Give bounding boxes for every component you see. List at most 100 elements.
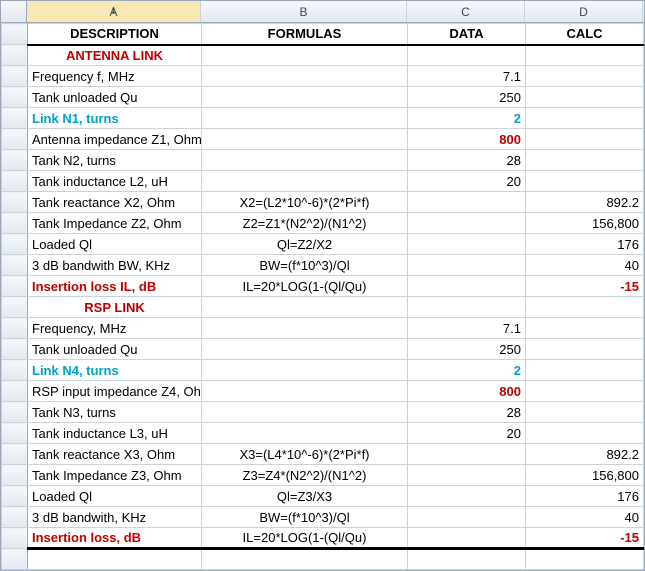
cell-calc[interactable] [526,150,644,171]
cell-formula[interactable]: Z3=Z4*(N2^2)/(N1^2) [202,465,408,486]
row-header[interactable] [2,66,28,87]
cell-desc[interactable]: Frequency f, MHz [28,66,202,87]
cell-desc[interactable]: Tank inductance L3, uH [28,423,202,444]
cell-calc[interactable]: 176 [526,486,644,507]
cell-desc[interactable]: 3 dB bandwith BW, KHz [28,255,202,276]
row-header[interactable] [2,276,28,297]
cell-data[interactable]: 250 [408,339,526,360]
cell-calc[interactable] [526,171,644,192]
cell-data[interactable] [408,486,526,507]
cell-data[interactable]: 7.1 [408,318,526,339]
cell-data[interactable]: 800 [408,129,526,150]
row-header[interactable] [2,318,28,339]
row-header[interactable] [2,129,28,150]
row-header[interactable] [2,108,28,129]
cell-calc[interactable] [526,402,644,423]
cell-desc[interactable]: Insertion loss IL, dB [28,276,202,297]
cell-formula[interactable] [202,339,408,360]
cell-formula[interactable]: Z2=Z1*(N2^2)/(N1^2) [202,213,408,234]
section-rsp[interactable]: RSP LINK [28,297,202,318]
cell-calc[interactable]: -15 [526,276,644,297]
section-antenna[interactable]: ANTENNA LINK [28,45,202,66]
cell-calc[interactable] [526,129,644,150]
cell-desc[interactable]: Tank reactance X3, Ohm [28,444,202,465]
cell-desc[interactable]: Antenna impedance Z1, Ohm [28,129,202,150]
cell[interactable] [202,45,408,66]
cell[interactable] [408,45,526,66]
cell-data[interactable]: 2 [408,108,526,129]
cell-desc[interactable]: Tank reactance X2, Ohm [28,192,202,213]
cell-calc[interactable] [526,381,644,402]
cell-formula[interactable] [202,129,408,150]
cell-data[interactable] [408,255,526,276]
row-header[interactable] [2,24,28,45]
col-header-d[interactable]: D [525,1,643,22]
row-header[interactable] [2,381,28,402]
row-header[interactable] [2,87,28,108]
cell-calc[interactable]: 156,800 [526,465,644,486]
cell-data[interactable] [408,276,526,297]
cell-formula[interactable] [202,381,408,402]
cell-formula[interactable] [202,108,408,129]
col-header-a[interactable]: ↓ A [27,1,201,22]
cell-data[interactable] [408,213,526,234]
cell-desc[interactable]: Tank inductance L2, uH [28,171,202,192]
row-header[interactable] [2,528,28,549]
cell-data[interactable] [408,192,526,213]
cell-calc[interactable]: 892.2 [526,444,644,465]
row-header[interactable] [2,486,28,507]
cell-desc[interactable]: Tank unloaded Qu [28,339,202,360]
cell-desc[interactable]: Link N1, turns [28,108,202,129]
cell[interactable] [408,297,526,318]
select-all-corner[interactable] [1,1,27,22]
row-header[interactable] [2,465,28,486]
cell-desc[interactable]: Tank Impedance Z3, Ohm [28,465,202,486]
cell-calc[interactable]: 176 [526,234,644,255]
cell-calc[interactable] [526,423,644,444]
hdr-formulas[interactable]: FORMULAS [202,24,408,45]
hdr-data[interactable]: DATA [408,24,526,45]
cell-calc[interactable] [526,318,644,339]
cell-calc[interactable]: 40 [526,255,644,276]
cell-calc[interactable]: 892.2 [526,192,644,213]
row-header[interactable] [2,150,28,171]
cell-desc[interactable]: RSP input impedance Z4, Ohm [28,381,202,402]
cell-calc[interactable] [526,66,644,87]
cell-data[interactable]: 28 [408,150,526,171]
hdr-calc[interactable]: CALC [526,24,644,45]
cell-calc[interactable]: 156,800 [526,213,644,234]
cell-data[interactable] [408,234,526,255]
cell-formula[interactable] [202,87,408,108]
cell-formula[interactable] [202,423,408,444]
cell[interactable] [526,297,644,318]
cell-data[interactable]: 28 [408,402,526,423]
cell-calc[interactable] [526,108,644,129]
row-header[interactable] [2,234,28,255]
cell-calc[interactable] [526,339,644,360]
cell-data[interactable]: 2 [408,360,526,381]
cell-formula[interactable]: Ql=Z2/X2 [202,234,408,255]
hdr-desc[interactable]: DESCRIPTION [28,24,202,45]
cell-desc[interactable]: Frequency, MHz [28,318,202,339]
row-header[interactable] [2,213,28,234]
cell-formula[interactable]: BW=(f*10^3)/Ql [202,255,408,276]
row-header[interactable] [2,360,28,381]
cell[interactable] [526,549,644,570]
cell-desc[interactable]: Tank N3, turns [28,402,202,423]
cell-formula[interactable] [202,318,408,339]
cell-formula[interactable]: IL=20*LOG(1-(Ql/Qu) [202,528,408,549]
cell[interactable] [526,45,644,66]
cell-desc[interactable]: Tank N2, turns [28,150,202,171]
col-header-c[interactable]: C [407,1,525,22]
row-header[interactable] [2,423,28,444]
cell-formula[interactable]: Ql=Z3/X3 [202,486,408,507]
cell-desc[interactable]: Link N4, turns [28,360,202,381]
cell-formula[interactable] [202,402,408,423]
cell-calc[interactable] [526,360,644,381]
cell-formula[interactable]: IL=20*LOG(1-(Ql/Qu) [202,276,408,297]
cell-data[interactable] [408,528,526,549]
row-header[interactable] [2,402,28,423]
row-header[interactable] [2,549,28,570]
cell[interactable] [408,549,526,570]
row-header[interactable] [2,339,28,360]
